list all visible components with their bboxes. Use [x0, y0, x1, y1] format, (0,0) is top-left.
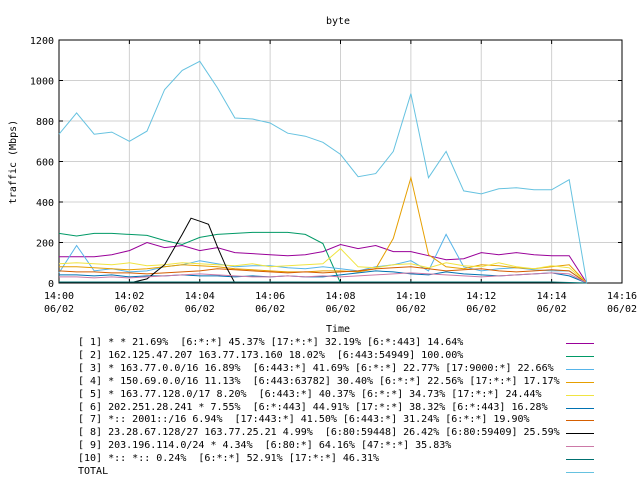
- series-line-5: [58, 247, 588, 284]
- x-tick-label-time: 14:04: [185, 291, 215, 302]
- y-axis-ticks: 0 200 400 600 800 1000 1200: [30, 36, 622, 290]
- y-tick-label: 1000: [30, 77, 54, 88]
- series-line-7: [58, 266, 588, 284]
- series-line-3: [58, 233, 588, 284]
- x-tick-label-date: 06/02: [466, 304, 496, 315]
- series-lines: [58, 60, 588, 284]
- grid-lines: [59, 40, 622, 283]
- x-tick-label-date: 06/02: [44, 304, 74, 315]
- y-tick-label: 1200: [30, 36, 54, 47]
- y-tick-label: 800: [36, 117, 54, 128]
- x-axis-label: Time: [326, 324, 350, 335]
- series-line-1: [59, 241, 588, 284]
- y-tick-label: 0: [48, 279, 54, 290]
- y-tick-label: 600: [36, 158, 54, 169]
- y-tick-label: 400: [36, 198, 54, 209]
- series-line-9: [59, 272, 588, 284]
- series-line-10: [59, 281, 587, 284]
- y-tick-label: 200: [36, 239, 54, 250]
- x-tick-label-date: 06/02: [185, 304, 215, 315]
- series-line-4: [59, 175, 588, 284]
- x-tick-label-time: 14:12: [466, 291, 496, 302]
- x-tick-label-date: 06/02: [255, 304, 285, 315]
- y-axis-label: traffic (Mbps): [8, 120, 19, 204]
- x-tick-label-date: 06/02: [607, 304, 637, 315]
- x-tick-label-time: 14:06: [255, 291, 285, 302]
- series-line-8: [59, 217, 587, 284]
- x-tick-label-time: 14:08: [325, 291, 355, 302]
- x-tick-label-date: 06/02: [325, 304, 355, 315]
- x-tick-label-date: 06/02: [396, 304, 426, 315]
- x-tick-label-date: 06/02: [537, 304, 567, 315]
- x-tick-label-time: 14:00: [44, 291, 74, 302]
- x-axis-ticks: 14:00 06/02 14:02 06/02 14:04 06/02 14:06 06/02…: [44, 40, 637, 315]
- x-tick-label-time: 14:02: [114, 291, 144, 302]
- series-line-11: [58, 60, 588, 284]
- x-tick-label-time: 14:14: [537, 291, 567, 302]
- x-tick-label-date: 06/02: [114, 304, 144, 315]
- x-tick-label-time: 14:16: [607, 291, 637, 302]
- x-tick-label-time: 14:10: [396, 291, 426, 302]
- chart-title: byte: [326, 16, 350, 27]
